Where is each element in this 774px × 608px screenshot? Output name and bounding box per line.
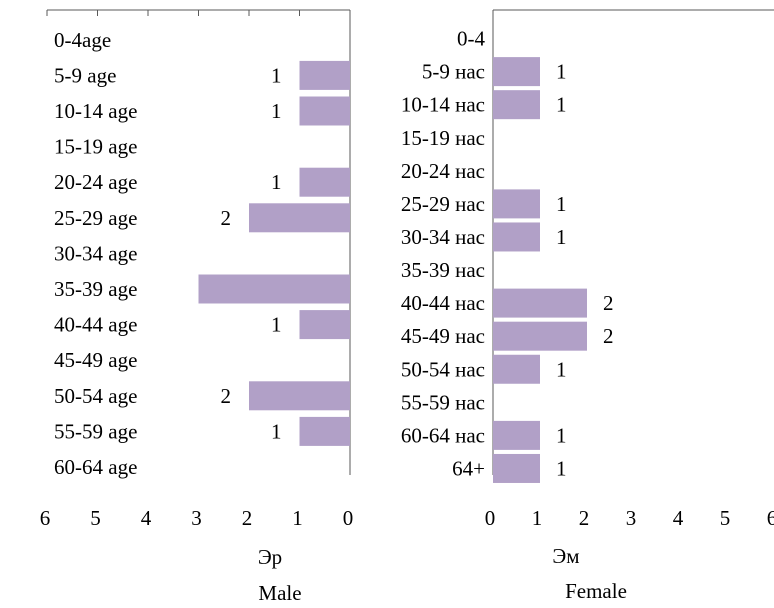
male-tick-label: 4 bbox=[141, 506, 152, 530]
female-tick-label: 1 bbox=[532, 506, 543, 530]
male-category-label: 5-9 age bbox=[54, 63, 116, 87]
male-data-label: 1 bbox=[271, 99, 282, 123]
male-data-label: 1 bbox=[271, 419, 282, 443]
female-axis-subtitle: Female bbox=[565, 579, 627, 603]
male-category-label: 60-64 age bbox=[54, 455, 137, 479]
female-chart: 0-4 5-9 нас 1 10-14 нас 1 15-19 нас 20-24 нас 2… bbox=[401, 9, 774, 603]
male-data-label: 2 bbox=[221, 384, 232, 408]
male-bar bbox=[299, 60, 350, 90]
female-category-label: 30-34 нас bbox=[401, 225, 485, 249]
female-bar bbox=[493, 354, 540, 384]
male-category-label: 50-54 age bbox=[54, 384, 137, 408]
male-tick-label: 2 bbox=[242, 506, 253, 530]
male-data-label: 1 bbox=[271, 63, 282, 87]
female-tick-label: 2 bbox=[579, 506, 590, 530]
male-data-label: 1 bbox=[271, 170, 282, 194]
female-tick-label: 5 bbox=[720, 506, 731, 530]
female-data-label: 1 bbox=[556, 93, 567, 117]
female-bar bbox=[493, 222, 540, 252]
male-tick-label: 3 bbox=[191, 506, 202, 530]
female-axis-title: Эм bbox=[552, 544, 579, 568]
female-tick-label: 6 bbox=[767, 506, 774, 530]
male-bar bbox=[249, 203, 350, 233]
female-data-label: 2 bbox=[603, 291, 614, 315]
male-category-label: 0-4age bbox=[54, 28, 111, 52]
female-category-label: 60-64 нас bbox=[401, 423, 485, 447]
male-data-label: 1 bbox=[271, 313, 282, 337]
male-category-label: 40-44 age bbox=[54, 313, 137, 337]
male-axis-title: Эр bbox=[258, 545, 282, 569]
female-data-label: 1 bbox=[556, 456, 567, 480]
female-category-label: 15-19 нас bbox=[401, 126, 485, 150]
male-category-label: 35-39 age bbox=[54, 277, 137, 301]
male-tick-label: 6 bbox=[40, 506, 51, 530]
male-category-label: 30-34 age bbox=[54, 241, 137, 265]
male-category-label: 45-49 age bbox=[54, 348, 137, 372]
male-bar bbox=[249, 381, 350, 411]
male-chart: 0-4age 5-9 age 1 10-14 age 1 15-19 age 20-24 a… bbox=[40, 9, 354, 605]
female-bar bbox=[493, 57, 540, 87]
male-category-label: 20-24 age bbox=[54, 170, 137, 194]
female-bar bbox=[493, 420, 540, 450]
male-bar bbox=[299, 310, 350, 340]
male-category-label: 15-19 age bbox=[54, 135, 137, 159]
female-category-label: 35-39 нас bbox=[401, 258, 485, 282]
male-category-label: 55-59 age bbox=[54, 419, 137, 443]
female-bar bbox=[493, 189, 540, 219]
female-data-label: 1 bbox=[556, 60, 567, 84]
female-category-label: 55-59 нас bbox=[401, 390, 485, 414]
female-category-label: 5-9 нас bbox=[422, 60, 485, 84]
female-bar bbox=[493, 453, 540, 483]
male-bar bbox=[198, 274, 350, 304]
female-bar bbox=[493, 90, 540, 120]
female-bar bbox=[493, 288, 587, 318]
female-category-label: 40-44 нас bbox=[401, 291, 485, 315]
male-category-label: 25-29 age bbox=[54, 206, 137, 230]
male-data-label: 2 bbox=[221, 206, 232, 230]
female-data-label: 1 bbox=[556, 423, 567, 447]
female-data-label: 1 bbox=[556, 357, 567, 381]
female-bar bbox=[493, 321, 587, 351]
female-category-label: 45-49 нас bbox=[401, 324, 485, 348]
female-category-label: 10-14 нас bbox=[401, 93, 485, 117]
female-data-label: 1 bbox=[556, 192, 567, 216]
male-bar bbox=[299, 416, 350, 446]
female-category-label: 25-29 нас bbox=[401, 192, 485, 216]
female-tick-label: 0 bbox=[485, 506, 496, 530]
male-bar bbox=[299, 167, 350, 197]
female-tick-label: 3 bbox=[626, 506, 637, 530]
male-category-label: 10-14 age bbox=[54, 99, 137, 123]
male-tick-label: 1 bbox=[292, 506, 303, 530]
male-axis-subtitle: Male bbox=[258, 581, 301, 605]
female-data-label: 2 bbox=[603, 324, 614, 348]
female-category-label: 20-24 нас bbox=[401, 159, 485, 183]
male-bar bbox=[299, 96, 350, 126]
female-category-label: 64+ bbox=[452, 456, 485, 480]
female-tick-label: 4 bbox=[673, 506, 684, 530]
male-tick-label: 5 bbox=[90, 506, 101, 530]
male-tick-label: 0 bbox=[343, 506, 354, 530]
female-category-label: 50-54 нас bbox=[401, 357, 485, 381]
female-data-label: 1 bbox=[556, 225, 567, 249]
female-category-label: 0-4 bbox=[457, 27, 485, 51]
